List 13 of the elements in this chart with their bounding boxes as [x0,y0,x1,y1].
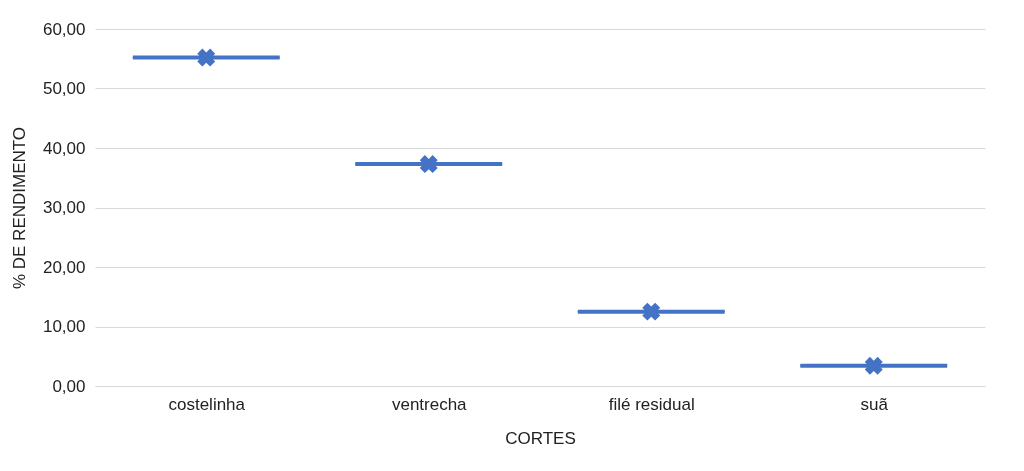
x-axis-title: CORTES [505,428,576,448]
y-tick-label: 20,00 [42,257,86,277]
y-tick-label: 10,00 [42,317,86,336]
x-tick-label: suã [860,394,889,414]
y-tick-label: 0,00 [52,376,86,396]
y-tick-label: 30,00 [42,198,86,217]
x-tick-label: costelinha [168,394,246,414]
x-tick-label: filé residual [608,394,695,414]
y-tick-label: 60,00 [42,19,86,39]
y-tick-label: 50,00 [42,79,86,98]
y-tick-label: 40,00 [42,138,86,158]
x-tick-label: ventrecha [391,394,468,414]
y-axis-title: % DE RENDIMENTO [9,126,29,290]
